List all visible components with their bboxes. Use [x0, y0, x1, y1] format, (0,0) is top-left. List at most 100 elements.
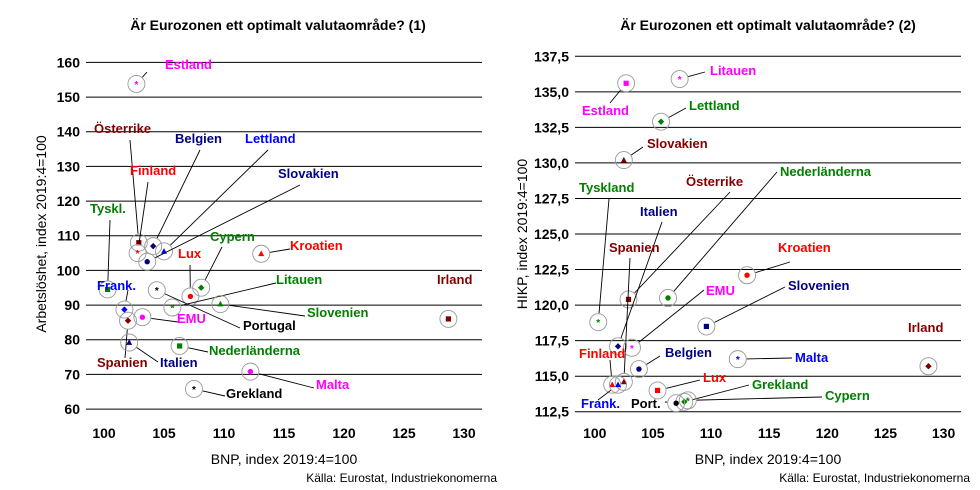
point-label: Frank. [97, 278, 136, 293]
point-port: Port. [631, 394, 686, 413]
x-tick-label: 110 [213, 425, 236, 441]
leader-line [696, 396, 823, 401]
leader-line [142, 71, 148, 78]
point-label: Kroatien [290, 238, 343, 253]
x-axis-label: BNP, index 2019:4=100 [211, 451, 358, 467]
point-label: Belgien [665, 345, 712, 360]
point-marker: * [155, 286, 159, 297]
y-tick-label: 130,0 [534, 155, 569, 171]
point-ring [617, 74, 636, 93]
point-marker [198, 284, 205, 291]
y-tick-label: 120 [57, 193, 81, 209]
point-marker [445, 316, 451, 322]
leader-line [204, 246, 223, 280]
point-finland: * Finland [128, 163, 176, 263]
point-marker: * [678, 75, 682, 86]
point-label: Spanien [97, 355, 148, 370]
y-tick-label: 122,5 [534, 262, 569, 278]
point-belgien: Belgien [629, 345, 712, 379]
point-malta: Malta [241, 362, 350, 392]
point-ring [133, 308, 152, 327]
point-label: EMU [706, 283, 735, 298]
point-label: Lux [703, 370, 727, 385]
point-ring [120, 333, 139, 352]
point-label: Österrike [686, 174, 743, 189]
leader-line [125, 289, 129, 301]
leader-line [634, 191, 731, 294]
point-marker [703, 323, 709, 330]
y-tick-label: 127,5 [534, 190, 569, 206]
point-marker [217, 300, 224, 307]
x-tick-label: 110 [700, 425, 723, 441]
point-marker: * [192, 385, 196, 396]
point-ring [252, 244, 271, 263]
point-label: Malta [316, 377, 350, 392]
leader-line [129, 139, 139, 234]
point-label: Lux [178, 246, 202, 261]
leader-line [646, 355, 661, 365]
source-note: Källa: Eurostat, Industriekonomerna [779, 471, 970, 485]
point-marker [258, 250, 265, 257]
chart-title: Är Eurozonen ett optimalt valutaområde? … [620, 17, 916, 33]
point-marker [623, 80, 629, 86]
point-marker [144, 259, 150, 265]
y-axis-label: HIKP, index 2019:4=100 [514, 159, 530, 310]
point-spanien: Spanien [609, 240, 660, 391]
point-ring [119, 311, 137, 330]
y-tick-label: 120,0 [534, 297, 569, 313]
point-label: Irland [437, 272, 472, 287]
point-ring [609, 337, 627, 356]
point-marker [744, 272, 750, 278]
x-tick-label: 115 [273, 425, 296, 441]
point-label: Finland [579, 346, 625, 361]
point-lettland: Lettland [652, 98, 740, 131]
chart-title: Är Eurozonen ett optimalt valutaområde? … [130, 17, 426, 33]
point-label: Italien [160, 355, 198, 370]
leader-line [746, 357, 793, 360]
point-marker [615, 381, 622, 388]
point-frank: Frank. [97, 278, 136, 319]
point-marker: * [136, 249, 140, 260]
point-ring [603, 375, 622, 394]
point-ring [439, 309, 458, 328]
point-ring [609, 375, 627, 394]
point-label: Malta [795, 350, 829, 365]
point-label: Estland [582, 103, 629, 118]
x-tick-label: 130 [932, 425, 956, 441]
point-marker [105, 286, 111, 293]
x-tick-label: 100 [583, 425, 607, 441]
point-marker [614, 343, 622, 350]
point-label: Slovenien [788, 278, 849, 293]
y-tick-label: 112,5 [535, 404, 569, 420]
point-marker [654, 387, 661, 394]
point-litauen: * Litauen [670, 63, 756, 88]
leader-line [668, 107, 687, 118]
point-label: Frank. [581, 396, 620, 411]
point-marker [620, 378, 627, 385]
point-label: EMU [177, 311, 206, 326]
point-label: Portugal [243, 318, 296, 333]
leader-line [181, 282, 277, 306]
point-slovakien: Slovakien [614, 136, 708, 170]
point-ring [678, 391, 697, 410]
x-tick-label: 120 [816, 425, 840, 441]
leader-line [151, 317, 179, 323]
leader-line [755, 261, 791, 274]
point-ring [128, 244, 147, 263]
point-ring [127, 74, 146, 93]
y-tick-label: 125,0 [534, 226, 569, 242]
y-axis-label: Arbetslöshet, index 2019:4=100 [33, 135, 49, 333]
point-ring [728, 350, 747, 369]
point-marker [665, 295, 671, 301]
leader-line [156, 149, 201, 239]
x-tick-label: 105 [641, 425, 665, 441]
point-marker [177, 343, 183, 349]
leader-line [155, 184, 301, 259]
leader-line [688, 71, 706, 78]
point-label: Spanien [609, 240, 660, 255]
point-marker [150, 242, 157, 250]
point-ring [738, 266, 757, 285]
point-ring [211, 295, 230, 313]
leader-line [638, 289, 705, 343]
